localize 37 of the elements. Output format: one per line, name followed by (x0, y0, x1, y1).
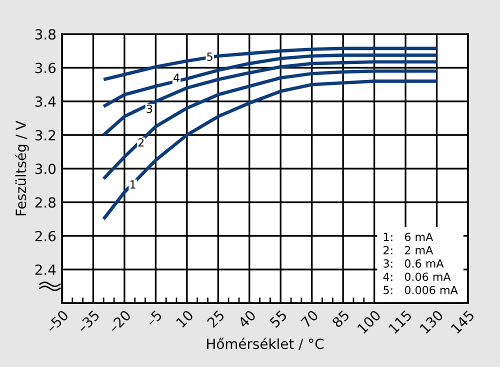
y-tick-label: 2.8 (35, 197, 56, 208)
x-tick-label: 130 (419, 310, 444, 334)
line-series (102, 46, 438, 82)
y-tick-label: 3.8 (35, 29, 56, 40)
y-tick-label: 3.0 (35, 164, 56, 174)
y-tick-label: 2.4 (35, 264, 56, 275)
y-tick-label: 3.6 (35, 62, 56, 74)
annotation: 1 (130, 180, 136, 189)
x-tick-label: 145 (450, 310, 475, 334)
annotation: 4: 0.06 mA (383, 272, 451, 281)
annotation: 5 (207, 52, 212, 61)
annotation: 3: 0.6 mA (384, 259, 444, 268)
line-series (102, 69, 438, 180)
annotation: 5: 0.006 mA (384, 286, 458, 294)
x-tick-label: 10 (176, 310, 194, 328)
x-tick-label: –20 (108, 310, 132, 334)
y-tick-label: 3.2 (35, 130, 56, 140)
annotation: 4 (174, 74, 180, 82)
y-tick-label: 2.6 (35, 230, 56, 242)
annotation: 1: 6 mA (384, 232, 434, 242)
x-tick-label: 70 (300, 310, 319, 328)
y-axis-title: Feszültség / V (14, 120, 29, 216)
x-tick-label: –50 (45, 310, 69, 334)
x-tick-label: –35 (76, 310, 100, 334)
y-tick-label: 3.4 (35, 96, 56, 107)
x-tick-label: 25 (206, 310, 225, 328)
annotation: 2: 2 mA (384, 246, 434, 254)
annotation: 3 (146, 104, 152, 114)
x-tick-label: 55 (269, 310, 288, 328)
x-tick-label: –5 (145, 310, 162, 327)
x-tick-label: 100 (356, 310, 382, 334)
x-tick-label: 85 (331, 310, 350, 328)
x-tick-label: 115 (388, 310, 412, 334)
annotation: 2 (138, 138, 144, 146)
x-tick-label: 40 (238, 310, 256, 328)
x-axis-title: Hőmérséklet / °C (207, 338, 324, 350)
line-series (102, 60, 438, 137)
